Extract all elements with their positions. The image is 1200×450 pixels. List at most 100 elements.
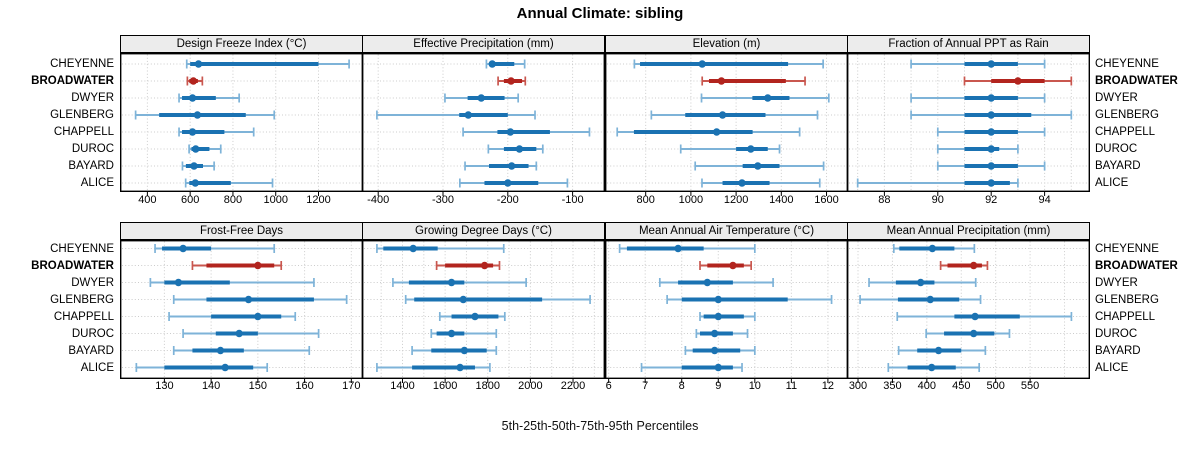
axis-tick-label: 350 <box>883 380 902 392</box>
median-dot <box>987 60 995 68</box>
median-dot <box>504 179 512 187</box>
median-dot <box>926 295 934 304</box>
strip-mean-annual-air-temperature: Mean Annual Air Temperature (°C) <box>605 222 848 240</box>
panel-border <box>847 240 1090 380</box>
median-dot <box>179 244 187 253</box>
axis-tick-label: 6 <box>605 380 612 392</box>
station-label-right: ALICE <box>1095 361 1129 374</box>
strip-mean-annual-precipitation: Mean Annual Precipitation (mm) <box>847 222 1090 240</box>
median-dot <box>717 77 726 85</box>
median-dot <box>710 346 719 355</box>
axis-tick-label: -400 <box>367 194 390 206</box>
median-dot <box>507 77 515 85</box>
median-dot <box>712 128 721 136</box>
axis-tick-label: 11 <box>785 380 798 392</box>
station-label-left: BROADWATER <box>31 75 114 87</box>
median-dot <box>409 244 417 253</box>
chart-design-freeze-index <box>120 53 363 196</box>
median-dot <box>969 261 978 270</box>
median-dot <box>254 312 262 321</box>
axis-tick-label: 1600 <box>432 380 458 392</box>
median-dot <box>698 60 706 68</box>
strip-frost-free-days: Frost-Free Days <box>120 222 363 240</box>
axis-tick-label: -200 <box>496 194 519 206</box>
panel-background <box>605 240 848 379</box>
axis-tick-label: 1800 <box>475 380 500 392</box>
station-label-right: DWYER <box>1095 92 1138 104</box>
panel-background <box>847 240 1090 379</box>
station-label-right: DUROC <box>1095 327 1138 340</box>
median-dot <box>174 278 183 287</box>
median-dot <box>987 145 995 153</box>
median-dot <box>244 295 253 304</box>
chart-fraction-annual-ppt-as-rain <box>847 53 1090 196</box>
panel-border <box>362 53 605 193</box>
axis-tick-label: 130 <box>155 380 174 392</box>
median-dot <box>515 145 524 153</box>
panel-elevation: Elevation (m) <box>605 35 848 197</box>
station-label-left: CHAPPELL <box>53 126 114 138</box>
panel-mean-annual-precipitation: Mean Annual Precipitation (mm) <box>847 222 1090 384</box>
median-dot <box>190 162 198 170</box>
median-dot <box>459 295 467 304</box>
plot-title: Annual Climate: sibling <box>516 5 684 22</box>
median-dot <box>729 261 737 270</box>
station-label-left: CHEYENNE <box>50 242 114 255</box>
station-label-left: DWYER <box>71 92 114 104</box>
station-label-left: DUROC <box>71 143 114 155</box>
median-dot <box>916 278 925 287</box>
panel-background <box>605 53 848 192</box>
station-label-left: GLENBERG <box>50 293 114 306</box>
median-dot <box>193 111 202 119</box>
panel-mean-annual-air-temperature: Mean Annual Air Temperature (°C) <box>605 222 848 384</box>
station-label-left: ALICE <box>80 177 114 189</box>
median-dot <box>189 77 198 85</box>
axis-tick-label: 94 <box>1038 194 1051 206</box>
median-dot <box>192 145 200 153</box>
panel-background <box>847 53 1090 192</box>
station-label-right: BROADWATER <box>1095 75 1178 87</box>
median-dot <box>714 295 722 304</box>
axis-tick-label: 1600 <box>814 194 839 206</box>
axis-tick-label: 400 <box>917 380 937 392</box>
axis-tick-label: 300 <box>848 380 868 392</box>
median-dot <box>221 363 229 372</box>
median-dot <box>460 346 469 355</box>
axis-tick-label: 140 <box>201 380 221 392</box>
station-label-left: BAYARD <box>68 160 114 172</box>
panel-background <box>362 53 605 192</box>
axis-tick-label: -100 <box>561 194 584 206</box>
chart-frost-free-days <box>120 240 363 383</box>
axis-tick-label: 160 <box>295 380 314 392</box>
percentiles-caption: 5th-25th-50th-75th-95th Percentiles <box>501 419 699 433</box>
chart-mean-annual-precipitation <box>847 240 1090 383</box>
chart-mean-annual-air-temperature <box>605 240 848 383</box>
axis-tick-label: 9 <box>715 380 722 392</box>
panel-fraction-annual-ppt-as-rain: Fraction of Annual PPT as Rain <box>847 35 1090 197</box>
median-dot <box>703 278 712 287</box>
chart-elevation <box>605 53 848 196</box>
strip-design-freeze-index: Design Freeze Index (°C) <box>120 35 363 53</box>
station-label-right: GLENBERG <box>1095 293 1159 306</box>
median-dot <box>987 162 995 170</box>
median-dot <box>506 128 515 136</box>
median-dot <box>447 278 456 287</box>
station-label-left: CHAPPELL <box>53 310 114 323</box>
axis-tick-label: 1000 <box>678 194 704 206</box>
median-dot <box>987 94 995 102</box>
axis-tick-label: 600 <box>180 194 200 206</box>
median-dot <box>507 162 516 170</box>
median-dot <box>987 128 995 136</box>
axis-tick-label: 550 <box>1020 380 1040 392</box>
station-label-left: DWYER <box>71 276 114 289</box>
median-dot <box>714 363 722 372</box>
median-dot <box>971 312 979 321</box>
station-label-left: DUROC <box>71 327 114 340</box>
median-dot <box>464 111 472 119</box>
station-label-right: CHAPPELL <box>1095 126 1156 138</box>
median-dot <box>235 329 243 338</box>
median-dot <box>927 363 936 372</box>
strip-effective-precipitation: Effective Precipitation (mm) <box>362 35 605 53</box>
station-label-right: CHEYENNE <box>1095 242 1159 255</box>
median-dot <box>987 111 995 119</box>
